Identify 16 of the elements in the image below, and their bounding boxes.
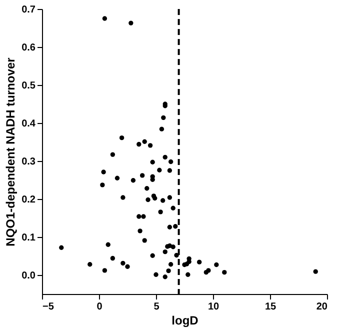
y-tick-label: 0.5 (22, 80, 36, 92)
y-tick-label: 0.0 (22, 270, 36, 282)
y-tick-label: 0.6 (22, 42, 36, 54)
y-axis-title: NQO1-dependent NADH turnover (4, 57, 18, 246)
x-tick-label: 5 (154, 302, 160, 312)
x-tick-label: 0 (96, 302, 103, 312)
x-tick-label: −5 (42, 302, 54, 312)
x-tick-label: 15 (264, 302, 276, 312)
y-tick-label: 0.2 (22, 194, 36, 206)
y-tick-label: 0.7 (22, 4, 36, 16)
x-tick-label: 10 (208, 302, 220, 312)
y-tick-label: 0.4 (22, 118, 36, 130)
x-axis-title: logD (172, 314, 199, 328)
x-tick-label: 20 (316, 302, 328, 312)
y-tick-label: 0.3 (22, 156, 36, 168)
y-tick-label: 0.1 (22, 232, 36, 244)
